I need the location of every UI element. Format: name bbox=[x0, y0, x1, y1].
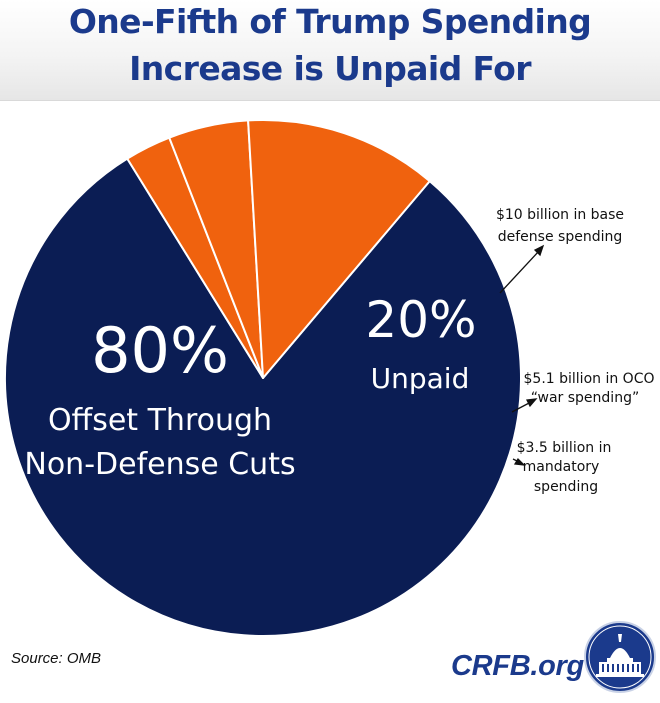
annotation-arrow-1 bbox=[499, 250, 540, 294]
annotation-base-defense-line-1: $10 billion in base bbox=[496, 207, 624, 223]
annotation-mandatory-line-1: $3.5 billion in bbox=[517, 440, 612, 456]
source-note: Source: OMB bbox=[11, 650, 102, 667]
big-label-line-1: Offset Through bbox=[48, 403, 272, 438]
crfb-brand-link[interactable]: CRFB.org bbox=[451, 650, 584, 682]
pie-slice-base-defense bbox=[247, 119, 431, 379]
annotation-arrowhead-3 bbox=[513, 457, 526, 466]
chart-title-line-1: One-Fifth of Trump Spending bbox=[68, 2, 592, 41]
annotation-oco-line-2: “war spending” bbox=[531, 390, 639, 406]
chart-title-line-2: Increase is Unpaid For bbox=[129, 49, 531, 88]
big-percent-label: 80% bbox=[91, 314, 229, 387]
crfb-capitol-logo-icon bbox=[584, 621, 656, 693]
group-unpaid-label: Unpaid bbox=[371, 362, 470, 395]
annotation-oco-line-1: $5.1 billion in OCO bbox=[524, 371, 655, 387]
annotation-mandatory-line-2: mandatory bbox=[523, 459, 600, 475]
annotation-arrowhead-2 bbox=[526, 398, 538, 408]
group-percent-label: 20% bbox=[365, 291, 476, 349]
big-label-line-2: Non-Defense Cuts bbox=[24, 447, 295, 482]
annotation-base-defense-line-2: defense spending bbox=[498, 229, 622, 245]
annotation-mandatory-line-3: spending bbox=[534, 479, 598, 495]
annotation-arrow-2 bbox=[511, 401, 532, 413]
pie-slices bbox=[4, 119, 522, 638]
pie-slice-offset bbox=[4, 157, 522, 638]
title-banner: One-Fifth of Trump Spending Increase is … bbox=[0, 0, 660, 101]
annotation-arrowhead-1 bbox=[533, 244, 545, 257]
